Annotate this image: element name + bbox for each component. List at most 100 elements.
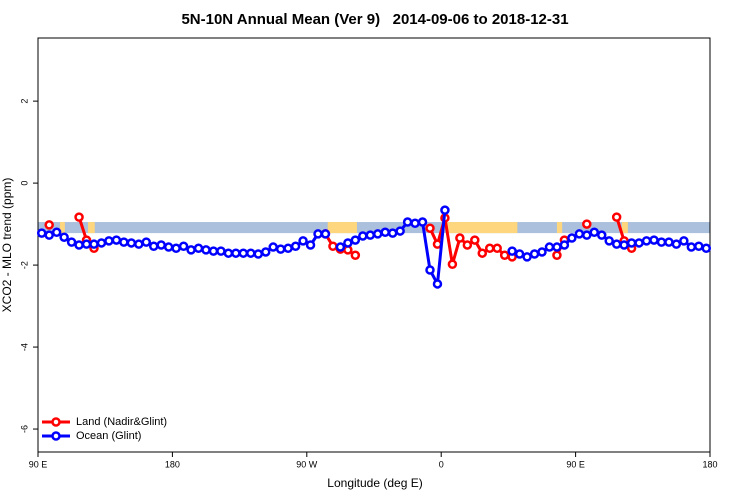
x-tick-label: 180 (702, 459, 717, 469)
y-tick-label: -6 (19, 425, 29, 433)
data-point (343, 238, 353, 248)
data-point (402, 217, 413, 227)
data-point (649, 235, 659, 245)
data-point (156, 240, 166, 250)
data-point (178, 241, 189, 251)
data-point (372, 229, 383, 239)
data-point (260, 247, 271, 257)
data-point (611, 212, 622, 222)
data-point (246, 248, 256, 258)
data-point (275, 244, 286, 254)
data-point (537, 247, 547, 257)
data-point (484, 243, 495, 254)
data-point (163, 242, 174, 252)
data-point (148, 241, 159, 251)
data-point (596, 230, 607, 240)
data-point (567, 233, 577, 243)
data-point (470, 235, 480, 245)
data-point (694, 241, 704, 251)
data-point (201, 245, 211, 255)
data-point (522, 252, 532, 262)
data-point (365, 230, 376, 240)
land-band (88, 222, 95, 234)
data-point (671, 239, 682, 249)
data-point (313, 229, 323, 239)
x-tick-label: 0 (439, 459, 444, 469)
data-point (611, 239, 622, 249)
data-point (89, 239, 99, 249)
data-point (238, 248, 249, 258)
data-point (74, 212, 84, 222)
data-point (36, 228, 47, 238)
data-point (432, 279, 443, 289)
data-point (208, 246, 219, 256)
data-point (231, 248, 241, 258)
legend: Land (Nadir&Glint) Ocean (Glint) (42, 416, 167, 442)
legend-marker (51, 431, 61, 441)
data-point (686, 242, 697, 252)
data-point (477, 248, 488, 258)
data-point (425, 265, 435, 275)
plot-frame (37, 37, 711, 453)
data-point (656, 237, 667, 247)
data-point (492, 243, 502, 254)
data-point (104, 236, 114, 246)
data-point (514, 249, 525, 259)
data-point (126, 238, 137, 248)
data-point (499, 250, 510, 260)
y-axis-label: XCO2 - MLO trend (ppm) (0, 178, 14, 313)
data-point (328, 241, 338, 251)
data-point (447, 259, 458, 270)
land-band (59, 222, 65, 234)
data-point (574, 229, 585, 239)
x-axis-label: Longitude (deg E) (327, 476, 422, 490)
data-point (626, 238, 637, 248)
data-point (358, 231, 368, 241)
data-point (171, 243, 181, 254)
data-point (335, 242, 346, 252)
data-point (544, 242, 555, 252)
data-point (268, 242, 278, 252)
legend-marker (51, 417, 61, 427)
data-point (74, 240, 84, 250)
data-point (552, 242, 562, 252)
data-point (305, 240, 316, 250)
data-point (440, 205, 450, 215)
data-point (664, 237, 674, 247)
data-point (134, 239, 144, 249)
data-point (186, 245, 196, 255)
y-tick-label: 0 (19, 181, 29, 186)
x-tick-label: 180 (165, 459, 180, 469)
data-point (552, 250, 562, 260)
data-point (462, 240, 473, 250)
data-point (641, 236, 652, 246)
data-point (604, 236, 614, 246)
data-point (455, 233, 465, 243)
data-point (216, 246, 226, 256)
data-point (320, 229, 331, 239)
data-point (634, 238, 644, 248)
data-point (141, 237, 152, 247)
data-point (193, 243, 204, 254)
data-point (51, 227, 62, 238)
data-point (283, 243, 293, 254)
data-point (111, 235, 122, 245)
data-point (44, 220, 54, 230)
data-point (410, 218, 420, 229)
legend-label: Ocean (Glint) (76, 430, 141, 442)
data-point (59, 232, 69, 242)
surface-band (38, 222, 710, 234)
data-point (96, 238, 107, 248)
data-point (253, 249, 264, 259)
data-point (507, 246, 517, 256)
land-band (556, 222, 563, 234)
data-point (66, 237, 77, 247)
data-point (395, 226, 405, 236)
land-band (447, 222, 518, 234)
chart-title: 5N-10N Annual Mean (Ver 9) 2014-09-06 to… (181, 11, 568, 28)
data-point (298, 236, 308, 246)
data-point (387, 228, 398, 238)
data-point (701, 243, 712, 254)
data-point (529, 249, 540, 259)
